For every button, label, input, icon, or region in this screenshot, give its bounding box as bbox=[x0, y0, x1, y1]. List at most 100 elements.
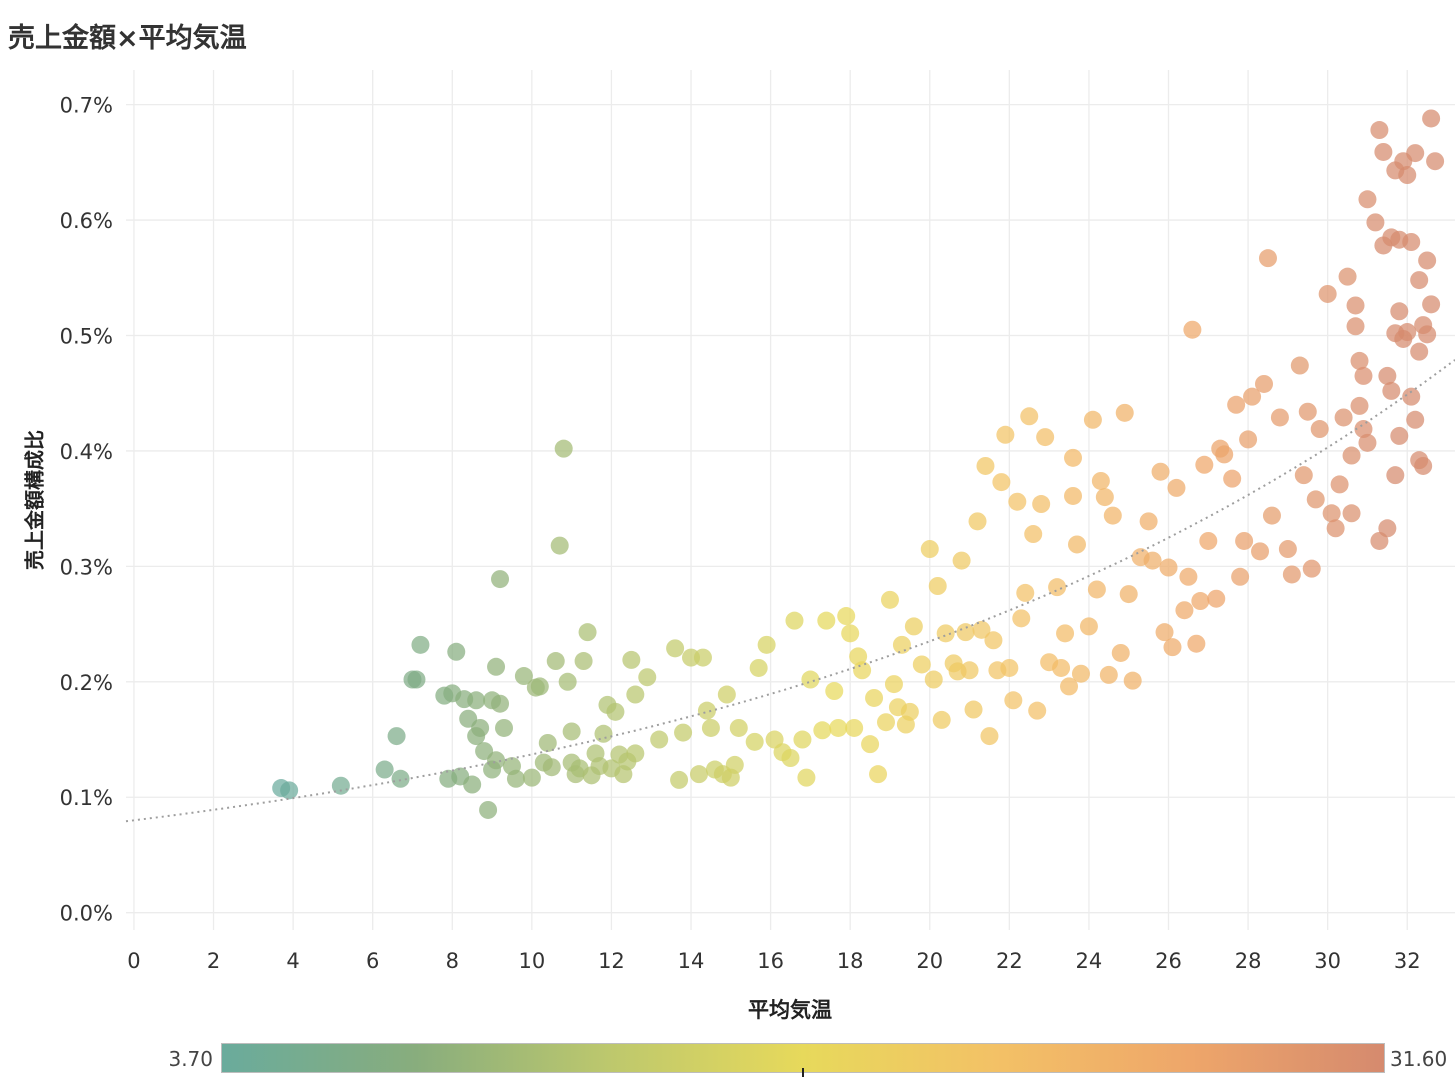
data-point bbox=[554, 439, 573, 458]
data-point bbox=[1390, 426, 1409, 445]
data-point bbox=[1342, 504, 1361, 523]
data-point bbox=[996, 425, 1015, 444]
data-point bbox=[1079, 617, 1098, 636]
data-point bbox=[829, 718, 848, 737]
data-point bbox=[1099, 665, 1118, 684]
data-point bbox=[331, 776, 350, 795]
data-point bbox=[869, 765, 888, 784]
data-point bbox=[1191, 592, 1210, 611]
data-point bbox=[928, 577, 947, 595]
data-point bbox=[666, 639, 685, 658]
data-point bbox=[471, 718, 490, 737]
data-point bbox=[1032, 495, 1051, 514]
data-point bbox=[693, 648, 712, 667]
data-point bbox=[479, 800, 498, 819]
data-point bbox=[1322, 504, 1341, 523]
data-point bbox=[594, 724, 613, 743]
data-point bbox=[1282, 565, 1301, 584]
x-tick-label: 4 bbox=[286, 949, 299, 973]
data-point bbox=[1004, 691, 1023, 710]
data-point bbox=[1318, 284, 1337, 303]
data-point bbox=[1028, 701, 1047, 720]
data-point bbox=[853, 661, 872, 680]
data-point bbox=[1087, 580, 1106, 599]
data-point bbox=[606, 702, 625, 721]
data-point bbox=[1270, 408, 1289, 427]
data-point bbox=[538, 733, 557, 752]
x-tick-label: 12 bbox=[598, 949, 625, 973]
data-point bbox=[1056, 624, 1075, 643]
y-axis-ticks: 0.0% 0.1% 0.2% 0.3% 0.4% 0.5% 0.6% 0.7% bbox=[60, 94, 113, 926]
data-point bbox=[932, 710, 951, 729]
x-tick-label: 14 bbox=[678, 949, 705, 973]
x-tick-label: 18 bbox=[837, 949, 864, 973]
data-point bbox=[638, 668, 657, 687]
data-point bbox=[1175, 601, 1194, 620]
data-point bbox=[546, 652, 565, 671]
data-point bbox=[880, 590, 899, 609]
y-tick-label: 0.5% bbox=[60, 325, 113, 349]
data-point bbox=[1402, 233, 1421, 251]
data-point bbox=[1000, 658, 1019, 677]
data-point bbox=[1398, 166, 1417, 185]
data-point bbox=[1199, 531, 1218, 550]
data-point bbox=[1071, 664, 1090, 683]
data-point bbox=[411, 635, 430, 654]
data-point bbox=[375, 760, 394, 779]
data-point bbox=[1123, 671, 1142, 690]
data-point bbox=[701, 718, 720, 737]
data-point bbox=[391, 769, 410, 788]
data-point bbox=[1119, 585, 1138, 604]
data-point bbox=[837, 607, 856, 626]
data-point bbox=[1310, 420, 1329, 439]
data-point bbox=[1334, 408, 1353, 427]
data-point bbox=[793, 730, 812, 749]
data-point bbox=[1422, 109, 1441, 128]
data-point bbox=[1278, 540, 1297, 559]
data-point bbox=[1183, 320, 1202, 339]
data-point bbox=[920, 540, 939, 559]
x-tick-label: 20 bbox=[916, 949, 943, 973]
data-point bbox=[1414, 456, 1433, 475]
data-point bbox=[936, 624, 955, 643]
data-point bbox=[1338, 267, 1357, 286]
data-point bbox=[1326, 519, 1345, 538]
data-point bbox=[1342, 446, 1361, 465]
data-point bbox=[487, 657, 506, 676]
data-point bbox=[745, 732, 764, 751]
data-point bbox=[825, 682, 844, 701]
data-point bbox=[1255, 374, 1274, 393]
x-tick-label: 2 bbox=[207, 949, 220, 973]
data-point bbox=[912, 655, 931, 674]
data-point bbox=[670, 770, 689, 789]
data-point bbox=[1330, 475, 1349, 494]
data-point bbox=[562, 722, 581, 741]
data-point bbox=[892, 635, 911, 654]
data-point bbox=[876, 713, 895, 732]
x-axis-ticks: 0 2 4 6 8 10 12 14 16 18 20 22 24 26 28 30 32 bbox=[127, 949, 1420, 973]
data-points bbox=[272, 109, 1445, 819]
data-point bbox=[1358, 433, 1377, 452]
data-point bbox=[1378, 519, 1397, 538]
data-point bbox=[1406, 144, 1425, 163]
data-point bbox=[1239, 430, 1258, 449]
x-tick-label: 10 bbox=[518, 949, 545, 973]
y-tick-label: 0.6% bbox=[60, 209, 113, 233]
data-point bbox=[1223, 469, 1242, 488]
x-tick-label: 8 bbox=[446, 949, 459, 973]
data-point bbox=[1111, 643, 1130, 662]
data-point bbox=[1064, 486, 1083, 505]
data-point bbox=[900, 702, 919, 721]
data-point bbox=[904, 617, 923, 636]
data-point bbox=[785, 611, 804, 630]
x-tick-label: 26 bbox=[1155, 949, 1182, 973]
x-tick-label: 32 bbox=[1394, 949, 1421, 973]
data-point bbox=[1386, 466, 1405, 485]
data-point bbox=[1402, 387, 1421, 406]
data-point bbox=[1426, 152, 1445, 171]
y-tick-label: 0.1% bbox=[60, 786, 113, 810]
data-point bbox=[845, 718, 864, 737]
data-point bbox=[1115, 403, 1134, 422]
data-point bbox=[1163, 638, 1182, 657]
data-point bbox=[1366, 213, 1385, 232]
